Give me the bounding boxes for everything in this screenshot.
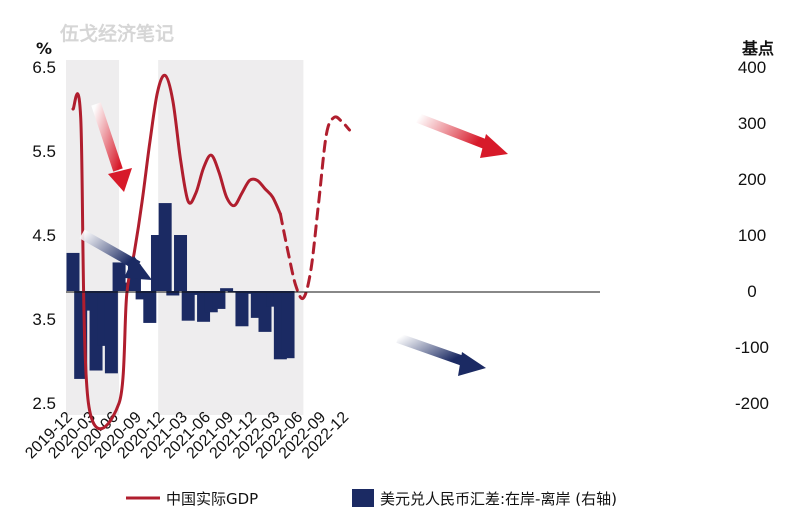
right-tick-label: -100 xyxy=(735,338,769,357)
right-tick-label: -200 xyxy=(735,394,769,413)
spread-bar xyxy=(158,203,172,291)
spread-bar xyxy=(135,291,149,300)
right-tick-label: 400 xyxy=(738,58,766,77)
left-tick-label: 2.5 xyxy=(32,394,56,413)
left-axis-ticks: 6.5 5.5 4.5 3.5 2.5 xyxy=(32,58,56,413)
left-tick-label: 4.5 xyxy=(32,226,56,245)
trend-arrow-blue-right xyxy=(396,333,486,376)
legend-spread-label: 美元兑人民币汇差:在岸-离岸 (右轴) xyxy=(380,490,617,508)
right-tick-label: 0 xyxy=(747,282,756,301)
right-tick-label: 300 xyxy=(738,114,766,133)
trend-arrow-blue-down xyxy=(79,229,152,280)
spread-bar xyxy=(66,252,80,291)
gdp-lines xyxy=(71,73,351,431)
spread-bar xyxy=(189,291,203,295)
trend-arrow-red-down xyxy=(91,102,132,192)
spread-bar xyxy=(220,288,234,291)
gdp-forecast-line xyxy=(278,115,351,301)
spread-bar xyxy=(235,291,249,327)
trend-arrow-red-right xyxy=(416,113,508,158)
spread-bar xyxy=(212,291,226,309)
gdp-line xyxy=(71,73,282,431)
spread-bar xyxy=(166,291,180,296)
legend-gdp-label: 中国实际GDP xyxy=(166,490,258,508)
right-axis-unit: 基点 xyxy=(741,39,774,58)
spread-bar xyxy=(181,291,195,321)
left-tick-label: 5.5 xyxy=(32,142,56,161)
left-axis-unit: % xyxy=(36,39,52,58)
right-axis-ticks: 400 300 200 100 0 -100 -200 xyxy=(735,58,769,413)
right-tick-label: 200 xyxy=(738,170,766,189)
x-axis-ticks: 2019-122020-032020-062020-092020-122021-… xyxy=(22,409,352,463)
left-tick-label: 6.5 xyxy=(32,58,56,77)
spread-bar xyxy=(281,291,295,359)
legend: 中国实际GDP 美元兑人民币汇差:在岸-离岸 (右轴) xyxy=(126,489,617,508)
right-tick-label: 100 xyxy=(738,226,766,245)
spread-bar xyxy=(104,291,118,374)
spread-bar xyxy=(174,235,188,291)
watermark-text: 伍戈经济笔记 xyxy=(59,22,174,45)
left-tick-label: 3.5 xyxy=(32,310,56,329)
legend-spread-swatch xyxy=(352,489,374,507)
spread-bar xyxy=(143,291,157,323)
